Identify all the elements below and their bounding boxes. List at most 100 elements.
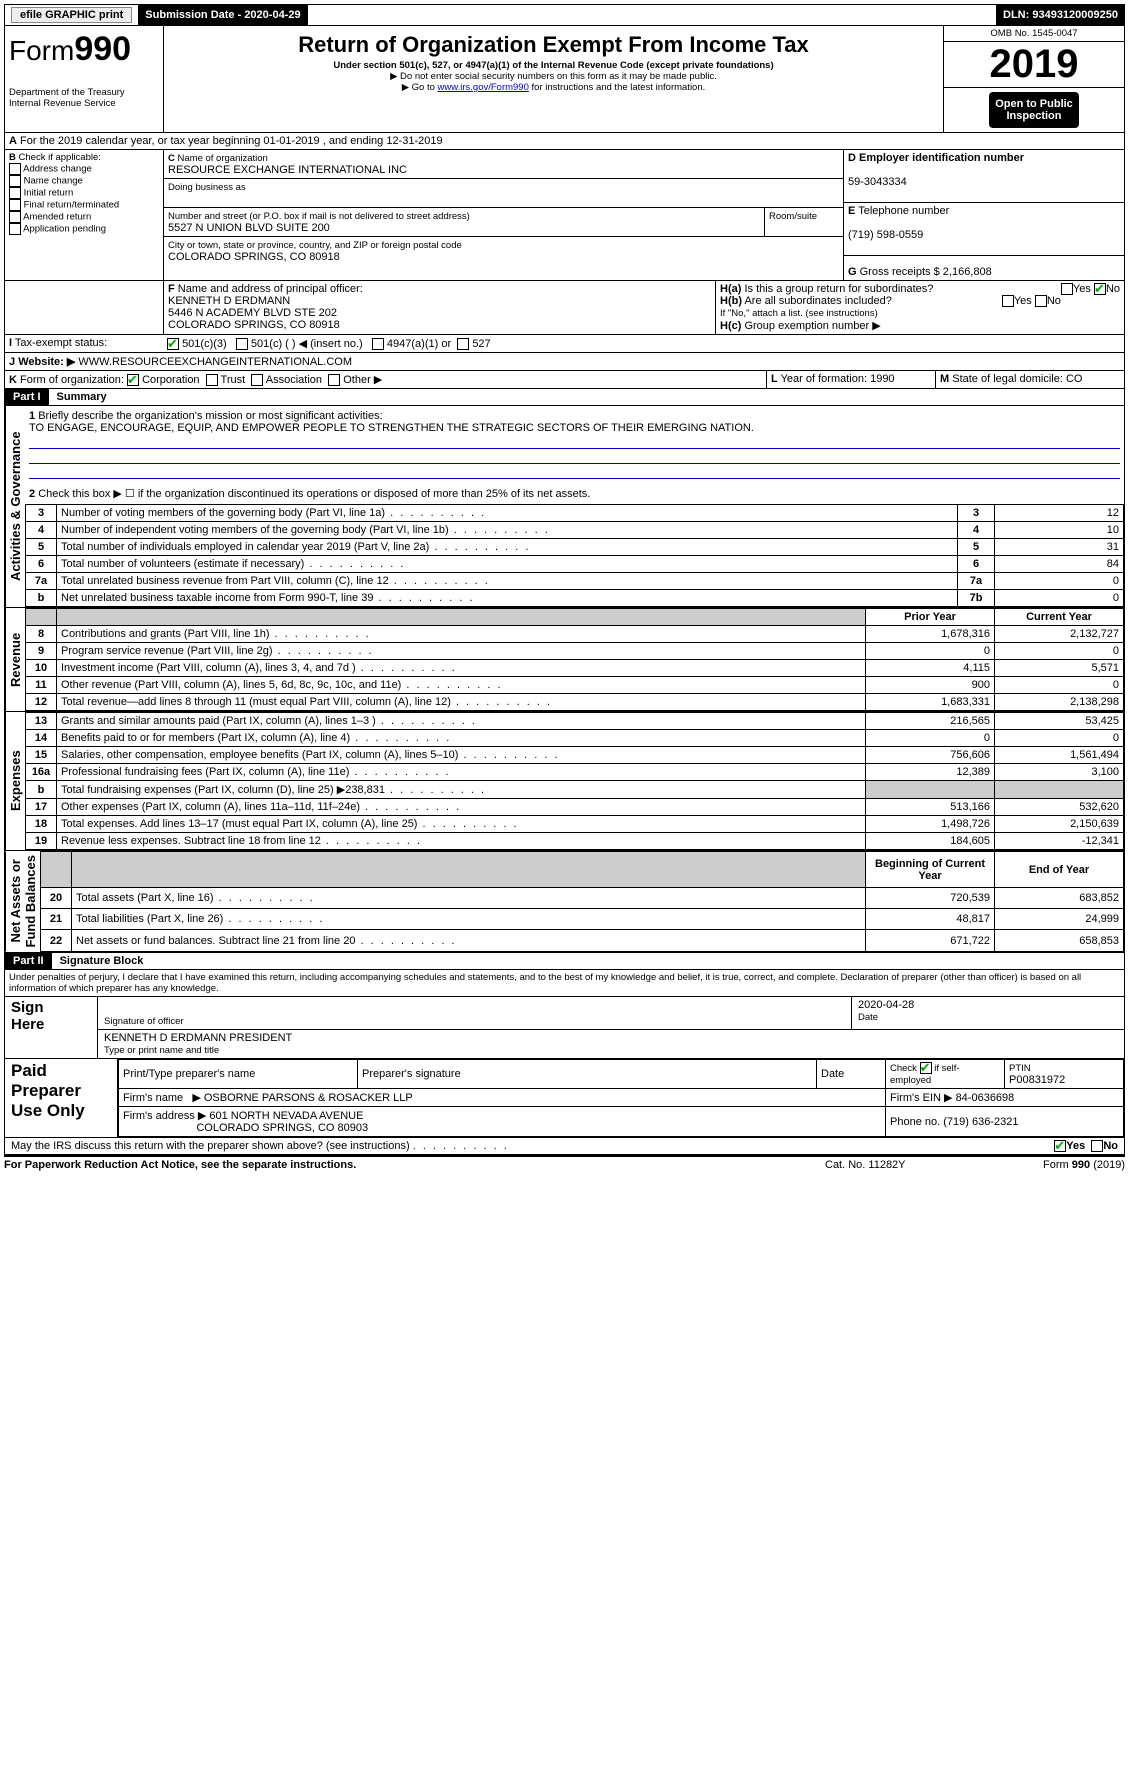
sig-of-officer-label: Signature of officer [104, 1016, 184, 1027]
prior-14: 0 [866, 730, 995, 747]
dba-label: Doing business as [168, 182, 246, 193]
chk-527[interactable] [457, 338, 469, 350]
firm-ein: 84-0636698 [956, 1092, 1015, 1104]
form-title: Return of Organization Exempt From Incom… [168, 32, 939, 58]
line-a: For the 2019 calendar year, or tax year … [20, 135, 443, 147]
phone-value: (719) 598-0559 [848, 229, 923, 241]
discuss-no[interactable] [1091, 1140, 1103, 1152]
chk-other[interactable] [328, 374, 340, 386]
curr-14: 0 [995, 730, 1124, 747]
officer-label: Name and address of principal officer: [178, 283, 363, 295]
curr-10: 5,571 [995, 660, 1124, 677]
firm-phone: (719) 636-2321 [943, 1116, 1018, 1128]
part1-title: Summary [49, 389, 115, 405]
sign-here-label: Sign Here [5, 997, 98, 1058]
chk-corp[interactable] [127, 374, 139, 386]
prep-sig-hdr: Preparer's signature [358, 1059, 817, 1088]
side-expenses: Expenses [5, 712, 25, 850]
website-label: Website: ▶ [18, 356, 75, 368]
v6: 84 [995, 556, 1124, 573]
discuss-yes[interactable] [1054, 1140, 1066, 1152]
open-inspection-badge: Open to Public Inspection [989, 92, 1079, 128]
curr-8: 2,132,727 [995, 626, 1124, 643]
top-bar: efile GRAPHIC print Submission Date - 20… [4, 4, 1125, 26]
part2-title: Signature Block [52, 953, 152, 969]
l1-label: Briefly describe the organization's miss… [38, 410, 382, 422]
chk-501c3[interactable] [167, 338, 179, 350]
chk-final[interactable] [9, 199, 21, 211]
prior-15: 756,606 [866, 747, 995, 764]
opt-trust: Trust [221, 374, 246, 386]
firm-addr2: COLORADO SPRINGS, CO 80903 [196, 1122, 368, 1134]
gross-receipts: 2,166,808 [943, 266, 992, 278]
line-13: Grants and similar amounts paid (Part IX… [61, 715, 376, 727]
form-org-label: Form of organization: [20, 374, 124, 386]
curr-22: 658,853 [995, 930, 1124, 951]
ptin-value: P00831972 [1009, 1074, 1065, 1086]
chk-app-pending[interactable] [9, 223, 21, 235]
opt-501c: 501(c) ( ) ◀ (insert no.) [251, 338, 363, 350]
prior-10: 4,115 [866, 660, 995, 677]
instructions-link[interactable]: www.irs.gov/Form990 [438, 82, 529, 93]
curr-21: 24,999 [995, 909, 1124, 930]
tax-year: 2019 [944, 42, 1124, 88]
line-8: Contributions and grants (Part VIII, lin… [61, 628, 270, 640]
line-14: Benefits paid to or for members (Part IX… [61, 732, 350, 744]
chk-name-change[interactable] [9, 175, 21, 187]
mission-text: TO ENGAGE, ENCOURAGE, EQUIP, AND EMPOWER… [29, 422, 754, 434]
prior-13: 216,565 [866, 713, 995, 730]
line-9: Program service revenue (Part VIII, line… [61, 645, 273, 657]
street-address: 5527 N UNION BLVD SUITE 200 [168, 222, 330, 234]
chk-4947[interactable] [372, 338, 384, 350]
prep-name-hdr: Print/Type preparer's name [119, 1059, 358, 1088]
ha-no[interactable] [1094, 283, 1106, 295]
side-revenue: Revenue [5, 608, 25, 711]
v3: 12 [995, 505, 1124, 522]
ha-yes[interactable] [1061, 283, 1073, 295]
prior-21: 48,817 [866, 909, 995, 930]
line-10: Investment income (Part VIII, column (A)… [61, 662, 356, 674]
chk-501c[interactable] [236, 338, 248, 350]
form-header: Form990 Department of the Treasury Inter… [4, 26, 1125, 133]
perjury-declaration: Under penalties of perjury, I declare th… [4, 970, 1125, 997]
firm-phone-label: Phone no. [890, 1116, 940, 1128]
officer-name: KENNETH D ERDMANN [168, 295, 290, 307]
chk-self-employed[interactable] [920, 1062, 932, 1074]
website-value: WWW.RESOURCEEXCHANGEINTERNATIONAL.COM [78, 356, 352, 368]
l7b: Net unrelated business taxable income fr… [61, 592, 373, 604]
phone-label: Telephone number [858, 205, 949, 217]
yes3: Yes [1066, 1140, 1085, 1152]
domicile-label: State of legal domicile: [952, 373, 1063, 385]
efile-button[interactable]: efile GRAPHIC print [11, 7, 132, 23]
prior-19: 184,605 [866, 833, 995, 850]
no-label2: No [1047, 295, 1061, 307]
prior-16a: 12,389 [866, 764, 995, 781]
prior-17: 513,166 [866, 799, 995, 816]
line-18: Total expenses. Add lines 13–17 (must eq… [61, 818, 417, 830]
b-label: Check if applicable: [19, 152, 101, 163]
chk-amended[interactable] [9, 211, 21, 223]
opt-4947: 4947(a)(1) or [387, 338, 451, 350]
side-activities: Activities & Governance [5, 406, 25, 607]
chk-initial[interactable] [9, 187, 21, 199]
chk-address-change[interactable] [9, 163, 21, 175]
officer-addr1: 5446 N ACADEMY BLVD STE 202 [168, 307, 337, 319]
subtitle-1: Under section 501(c), 527, or 4947(a)(1)… [333, 60, 773, 71]
line-21: Total liabilities (Part X, line 26) [76, 913, 223, 925]
line-15: Salaries, other compensation, employee b… [61, 749, 458, 761]
line-22: Net assets or fund balances. Subtract li… [76, 935, 355, 947]
chk-assoc[interactable] [251, 374, 263, 386]
self-employed-label: Check if self-employed [890, 1063, 960, 1086]
line-20: Total assets (Part X, line 16) [76, 892, 214, 904]
curr-18: 2,150,639 [995, 816, 1124, 833]
ha-label: Is this a group return for subordinates? [744, 283, 933, 295]
hb-yes[interactable] [1002, 295, 1014, 307]
opt-other: Other ▶ [343, 374, 382, 386]
yes-label: Yes [1073, 283, 1091, 295]
c-name-label: Name of organization [178, 153, 268, 164]
hb-no[interactable] [1035, 295, 1047, 307]
chk-trust[interactable] [206, 374, 218, 386]
ein-label: Employer identification number [859, 152, 1024, 164]
curr-12: 2,138,298 [995, 694, 1124, 711]
tax-status-label: Tax-exempt status: [15, 337, 107, 349]
